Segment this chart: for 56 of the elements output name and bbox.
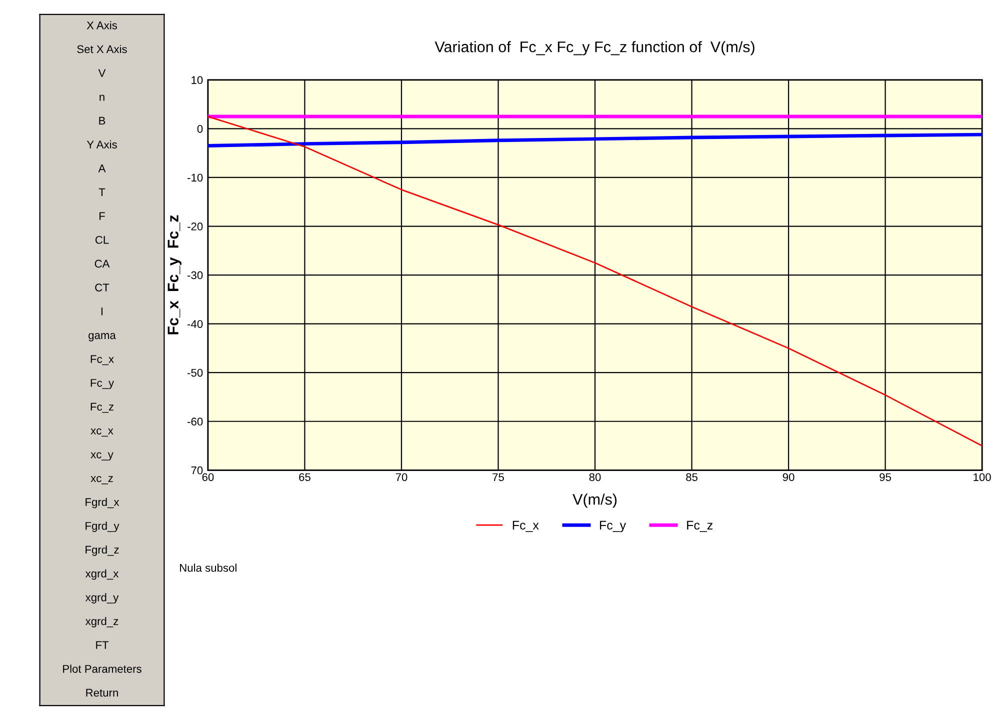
text: Fc_y bbox=[90, 379, 114, 390]
text: A bbox=[98, 164, 106, 172]
x-tick-label: 100 bbox=[974, 473, 991, 482]
y-tick-label: -30 bbox=[188, 271, 203, 280]
text: Plot Parameters bbox=[63, 664, 142, 673]
y-axis-title: Fc_x Fc_y Fc_z bbox=[168, 215, 182, 334]
text: CL bbox=[95, 236, 109, 244]
text: gama bbox=[88, 333, 116, 342]
y-tick-label: -40 bbox=[188, 320, 203, 328]
y-tick-label: 0 bbox=[197, 124, 203, 133]
text: xgrd_z bbox=[85, 617, 118, 628]
x-tick-label: 70 bbox=[396, 473, 408, 482]
chart-title: Variation of Fc_x Fc_y Fc_z function of V(m/s) bbox=[434, 41, 754, 56]
legend-label: Fc_z bbox=[687, 520, 713, 532]
y-tick-label: -10 bbox=[188, 174, 203, 182]
legend-label: Fc_y bbox=[600, 520, 626, 532]
text: Fc_x bbox=[90, 355, 114, 366]
text: CT bbox=[95, 284, 110, 292]
text: xc_y bbox=[90, 452, 114, 461]
text: Set X Axis bbox=[77, 44, 127, 54]
line-series bbox=[208, 132, 982, 148]
text: Y Axis bbox=[86, 140, 117, 148]
text: xc_z bbox=[90, 476, 113, 484]
text: Fgrd_z bbox=[86, 545, 119, 556]
text: xgrd_y bbox=[85, 593, 119, 604]
text: Fgrd_y bbox=[86, 522, 120, 532]
y-tick-label: 10 bbox=[192, 76, 203, 84]
text: Fc_z bbox=[90, 402, 114, 413]
text: V bbox=[98, 69, 106, 77]
text: n bbox=[100, 94, 104, 101]
text: I bbox=[101, 308, 103, 316]
text: T bbox=[98, 188, 106, 196]
legend-label: Fc_x bbox=[512, 520, 539, 532]
x-tick-label: 75 bbox=[492, 473, 504, 482]
text: xgrd_x bbox=[85, 569, 119, 580]
text: xc_x bbox=[90, 428, 114, 437]
text: B bbox=[99, 116, 106, 125]
x-tick-label: 95 bbox=[880, 473, 892, 482]
line-series bbox=[208, 116, 982, 446]
text: FT bbox=[96, 641, 109, 649]
y-tick-label: -60 bbox=[188, 418, 203, 426]
x-tick-label: 90 bbox=[782, 473, 794, 482]
x-tick-label: 60 bbox=[202, 473, 214, 482]
x-axis-title: V(m/s) bbox=[572, 494, 617, 508]
text: CA bbox=[94, 260, 110, 268]
text: X Axis bbox=[86, 21, 118, 30]
y-tick-label: -50 bbox=[188, 368, 203, 377]
y-tick-label: -20 bbox=[188, 222, 203, 230]
x-tick-label: 80 bbox=[589, 473, 601, 482]
text: Nula subsol bbox=[180, 564, 236, 572]
x-tick-label: 65 bbox=[299, 473, 310, 482]
text: F bbox=[100, 212, 105, 220]
y-tick-label: 70 bbox=[191, 466, 203, 474]
x-tick-label: 85 bbox=[686, 473, 698, 482]
text: Fgrd_x bbox=[86, 498, 120, 508]
text: Return bbox=[86, 688, 118, 697]
